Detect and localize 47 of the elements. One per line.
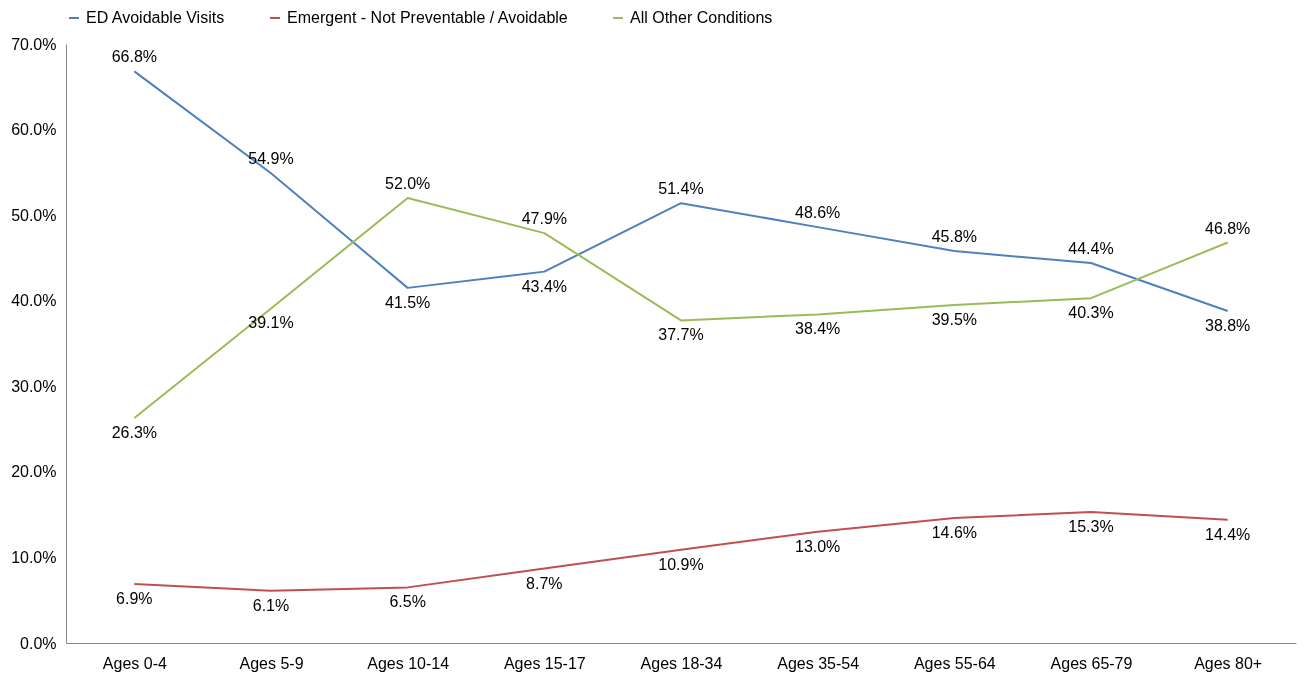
y-tick-label: 60.0% xyxy=(11,121,57,139)
y-tick-label: 70.0% xyxy=(11,35,57,53)
x-tick-label: Ages 15-17 xyxy=(503,654,586,672)
data-label: 37.7% xyxy=(658,326,704,344)
data-label: 8.7% xyxy=(526,574,563,592)
data-label: 45.8% xyxy=(931,228,978,246)
y-tick-label: 20.0% xyxy=(11,463,57,481)
data-label: 38.8% xyxy=(1204,316,1251,334)
x-tick-label: Ages 10-14 xyxy=(367,654,450,672)
data-label: 6.1% xyxy=(252,596,290,614)
x-tick-label: Ages 18-34 xyxy=(640,654,723,672)
data-label: 38.4% xyxy=(794,320,841,338)
data-label: 39.1% xyxy=(248,314,294,332)
x-tick-label: Ages 35-54 xyxy=(777,654,860,672)
y-tick-label: 10.0% xyxy=(11,548,57,566)
y-tick-label: 40.0% xyxy=(11,292,57,310)
data-label: 46.8% xyxy=(1204,219,1251,237)
data-label: 10.9% xyxy=(658,555,704,573)
data-label: 47.9% xyxy=(521,210,568,228)
data-label: 41.5% xyxy=(384,293,431,311)
x-tick-label: Ages 5-9 xyxy=(239,654,304,672)
data-label: 44.4% xyxy=(1068,240,1114,258)
data-label: 51.4% xyxy=(658,180,704,198)
x-tick-label: Ages 65-79 xyxy=(1050,654,1133,672)
x-tick-label: Ages 55-64 xyxy=(913,654,996,672)
data-label: 14.4% xyxy=(1204,525,1251,543)
x-tick-label: Ages 0-4 xyxy=(102,654,167,672)
y-tick-label: 30.0% xyxy=(11,377,57,395)
legend-label: Emergent - Not Preventable / Avoidable xyxy=(287,9,568,26)
y-tick-label: 0.0% xyxy=(20,634,57,652)
data-label: 14.6% xyxy=(931,524,978,542)
data-label: 43.4% xyxy=(521,277,568,295)
x-tick-label: Ages 80+ xyxy=(1194,654,1263,672)
data-label: 66.8% xyxy=(111,48,158,66)
legend-label: All Other Conditions xyxy=(630,9,773,26)
data-label: 48.6% xyxy=(794,204,841,222)
data-label: 39.5% xyxy=(931,310,978,328)
data-label: 40.3% xyxy=(1068,304,1114,322)
y-tick-label: 50.0% xyxy=(11,206,57,224)
data-label: 52.0% xyxy=(384,175,431,193)
data-label: 6.9% xyxy=(116,589,153,607)
legend-label: ED Avoidable Visits xyxy=(86,9,225,26)
data-label: 26.3% xyxy=(111,423,158,441)
data-label: 6.5% xyxy=(389,593,426,611)
data-label: 13.0% xyxy=(794,537,841,555)
data-label: 15.3% xyxy=(1068,518,1114,536)
data-label: 54.9% xyxy=(248,150,294,168)
